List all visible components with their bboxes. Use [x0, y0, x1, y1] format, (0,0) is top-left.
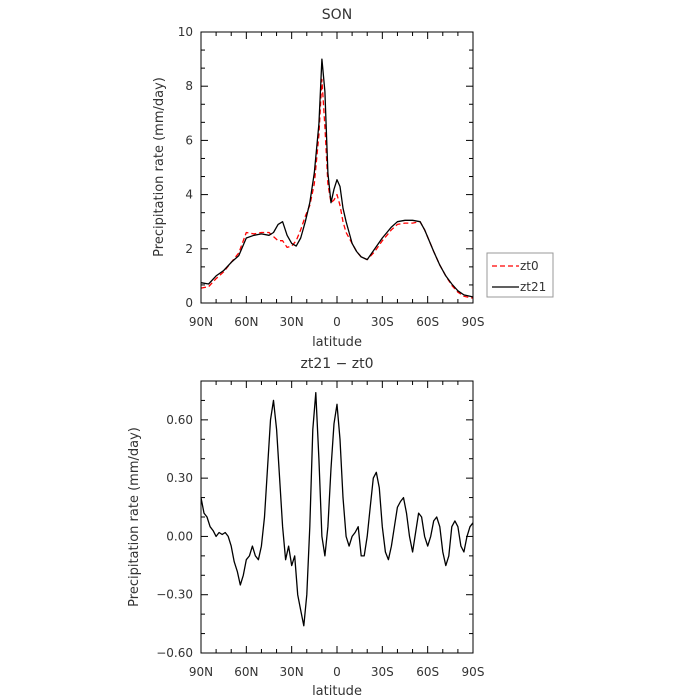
bottom-chart-xtick-label: 60S — [416, 665, 439, 679]
top-chart-xtick-label: 0 — [333, 315, 341, 329]
legend-label-zt0: zt0 — [520, 259, 539, 273]
top-chart-series-zt21 — [200, 58, 474, 298]
bottom-chart-series-line-0 — [200, 392, 474, 627]
top-chart-ytick-label: 6 — [185, 133, 193, 147]
legend-box — [486, 252, 554, 298]
top-chart-ytick-label: 2 — [185, 242, 193, 256]
top-chart-ytick-label: 10 — [178, 25, 193, 39]
bottom-chart-xtick-label: 30N — [280, 665, 304, 679]
top-chart-ytick-label: 8 — [185, 79, 193, 93]
top-chart-xtick-label: 90N — [189, 315, 213, 329]
bottom-chart: zt21 − zt0 Precipitation rate (mm/day) l… — [127, 356, 484, 699]
top-chart-xlabel: latitude — [312, 335, 362, 350]
bottom-chart-ytick-label: 0.60 — [166, 413, 193, 427]
top-chart-xtick-label: 30S — [371, 315, 394, 329]
bottom-chart-xtick-label: 90N — [189, 665, 213, 679]
top-chart: SON Precipitation rate (mm/day) latitude… — [152, 7, 554, 350]
bottom-chart-ytick-label: −0.30 — [156, 588, 193, 602]
bottom-chart-ylabel: Precipitation rate (mm/day) — [127, 427, 142, 607]
bottom-chart-xtick-label: 90S — [462, 665, 485, 679]
top-chart-ytick-label: 0 — [185, 296, 193, 310]
top-chart-xtick-label: 60S — [416, 315, 439, 329]
legend: zt0 zt21 — [486, 252, 554, 298]
top-chart-title: SON — [322, 7, 352, 23]
top-chart-xtick-label: 90S — [462, 315, 485, 329]
bottom-chart-ytick-label: 0.00 — [166, 529, 193, 543]
bottom-chart-ytick-label: 0.30 — [166, 471, 193, 485]
top-chart-series-zt0 — [200, 78, 474, 299]
bottom-chart-ytick-label: −0.60 — [156, 646, 193, 660]
top-chart-xtick-label: 60N — [234, 315, 258, 329]
bottom-chart-title: zt21 − zt0 — [300, 356, 373, 372]
bottom-chart-xtick-label: 60N — [234, 665, 258, 679]
legend-label-zt21: zt21 — [520, 280, 546, 294]
bottom-chart-xtick-label: 30S — [371, 665, 394, 679]
bottom-chart-xlabel: latitude — [312, 684, 362, 699]
top-chart-ylabel: Precipitation rate (mm/day) — [152, 77, 167, 257]
top-chart-xtick-label: 30N — [280, 315, 304, 329]
bottom-chart-xtick-label: 0 — [333, 665, 341, 679]
top-chart-ytick-label: 4 — [185, 188, 193, 202]
